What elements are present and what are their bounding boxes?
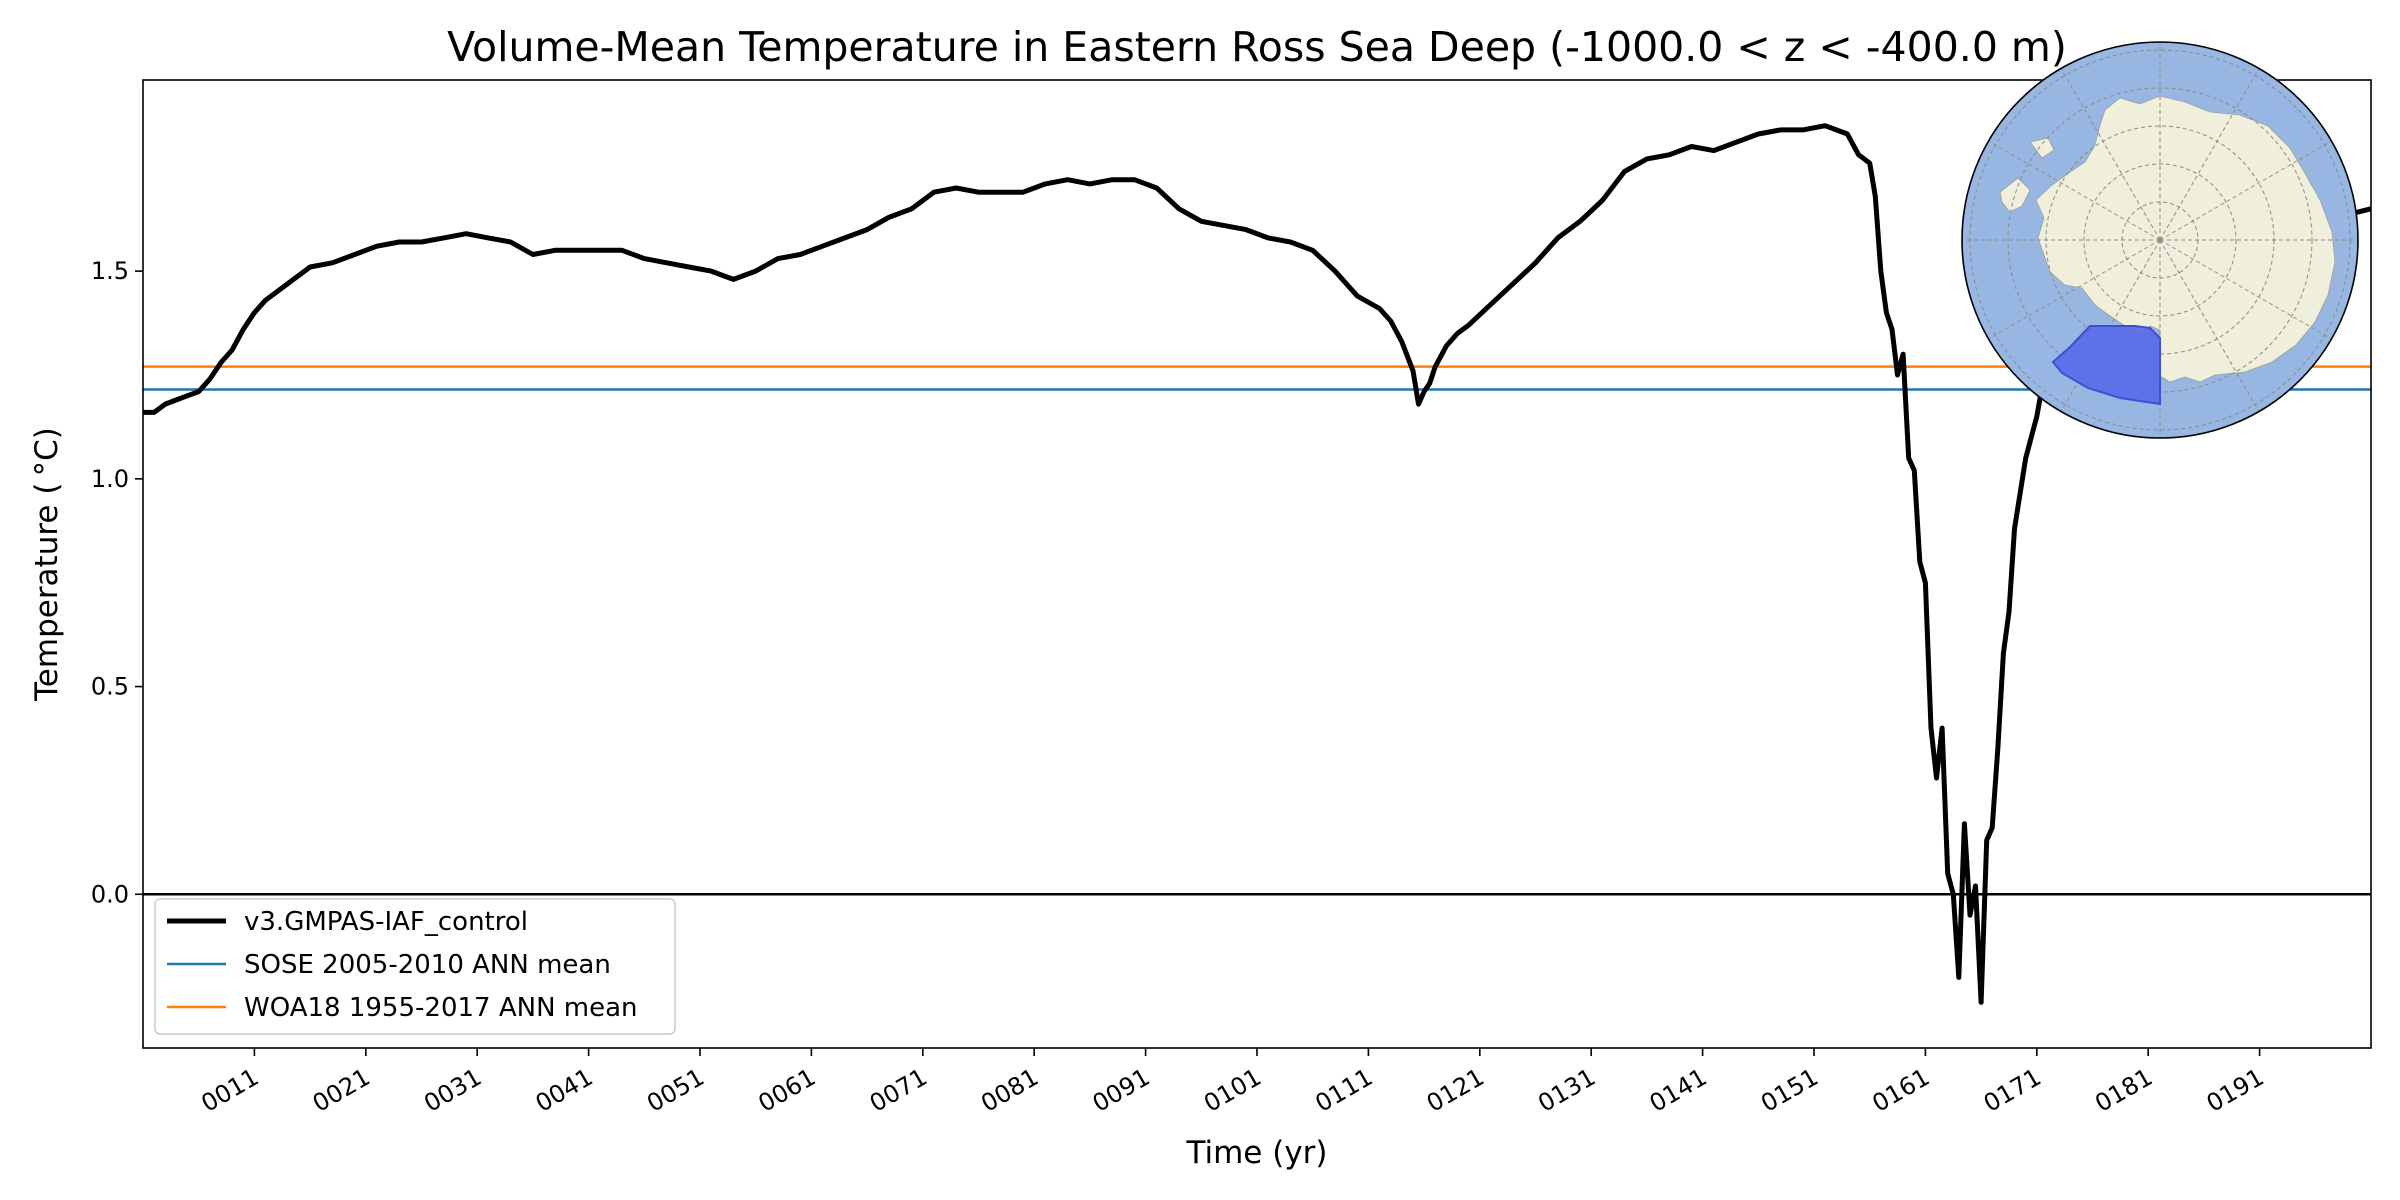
legend-label-sose: SOSE 2005-2010 ANN mean — [244, 950, 611, 980]
y-axis: 0.0 0.5 1.0 1.5 — [91, 257, 143, 908]
graticule-meridian — [2159, 239, 2261, 414]
graticule-meridian — [2159, 66, 2261, 241]
inset-map-border — [1961, 41, 2359, 439]
y-tick-label: 0.5 — [91, 673, 129, 701]
control-series-line — [143, 123, 2371, 1005]
antarctica-landmass — [1999, 95, 2336, 383]
graticule-meridian — [2159, 139, 2334, 241]
graticule-circle — [2083, 163, 2237, 317]
y-axis-label: Temperature ( °C) — [29, 427, 65, 702]
graticule-meridian — [2059, 66, 2161, 241]
inset-map — [1961, 41, 2359, 439]
graticule-meridian — [1986, 239, 2161, 341]
legend-label-control: v3.GMPAS-IAF_control — [244, 907, 528, 937]
y-tick-label: 0.0 — [91, 880, 129, 908]
y-tick-label: 1.5 — [91, 257, 129, 285]
legend: v3.GMPAS-IAF_control SOSE 2005-2010 ANN … — [154, 898, 676, 1035]
legend-label-woa18: WOA18 1955-2017 ANN mean — [244, 993, 638, 1023]
legend-box — [154, 898, 676, 1035]
series-layer — [143, 123, 2371, 1005]
y-tick-label: 1.0 — [91, 465, 129, 493]
graticule-meridian — [1986, 139, 2161, 241]
chart-title: Volume-Mean Temperature in Eastern Ross … — [447, 23, 2067, 71]
eastern-ross-sea-region — [2051, 325, 2161, 406]
graticule-meridian — [2159, 239, 2334, 341]
x-axis-label: Time (yr) — [1186, 1135, 1328, 1171]
